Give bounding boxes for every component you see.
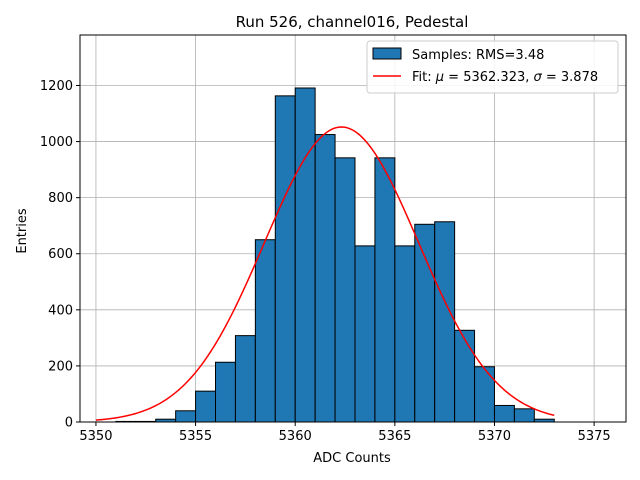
chart-title: Run 526, channel016, Pedestal: [236, 13, 469, 31]
legend-fit-sigma-symbol: σ: [534, 70, 543, 85]
histogram-bar: [195, 390, 217, 423]
histogram-bar: [294, 87, 316, 423]
x-tick-label: 5360: [279, 429, 312, 444]
histogram-bar: [493, 404, 515, 423]
plot-frame: [79, 34, 627, 423]
x-axis-label: ADC Counts: [313, 451, 391, 466]
y-tick-label: 0: [65, 416, 73, 431]
histogram-bar: [414, 223, 436, 423]
histogram-bar: [354, 245, 376, 423]
x-tick-label: 5355: [179, 429, 212, 444]
y-axis-ticks: 0 200 400 600 800 1000 1200: [40, 79, 80, 431]
histogram-bars: [115, 87, 555, 423]
x-axis-ticks: 5350 5355 5360 5365 5370 5375: [79, 422, 611, 444]
x-tick-label: 5375: [578, 429, 611, 444]
y-tick-label: 400: [48, 303, 73, 318]
y-tick-label: 600: [48, 247, 73, 262]
legend-swatch-samples: [372, 47, 402, 60]
legend-fit-mu-value: = 5362.323,: [444, 70, 533, 85]
y-axis-label: Entries: [15, 208, 30, 254]
histogram-bar: [234, 335, 256, 423]
x-tick-label: 5350: [79, 429, 112, 444]
legend: Samples: RMS=3.48 Fit: μ = 5362.323, σ =…: [366, 40, 619, 94]
legend-fit-mu-symbol: μ: [435, 70, 444, 85]
x-tick-label: 5370: [478, 429, 511, 444]
histogram-bar: [454, 329, 476, 423]
histogram-bar: [314, 134, 336, 423]
histogram-bar: [254, 239, 276, 423]
histogram-bar: [215, 361, 236, 423]
histogram-bar: [394, 245, 416, 423]
fit-curve-group: [95, 126, 555, 421]
legend-label-samples: Samples: RMS=3.48: [412, 48, 544, 63]
legend-box: [366, 40, 619, 94]
legend-fit-sigma-value: = 3.878: [542, 70, 598, 85]
y-tick-label: 1200: [40, 79, 73, 94]
histogram-bar: [374, 157, 396, 423]
histogram-bar: [175, 410, 197, 423]
legend-label-fit: Fit: μ = 5362.323, σ = 3.878: [412, 70, 598, 85]
histogram-bar: [334, 157, 356, 423]
y-tick-label: 800: [48, 191, 73, 206]
histogram-bar: [434, 221, 456, 423]
histogram-bar: [513, 408, 535, 423]
x-tick-label: 5365: [378, 429, 411, 444]
fit-curve: [95, 126, 555, 421]
y-tick-label: 1000: [40, 135, 73, 150]
histogram-bar: [474, 366, 495, 423]
histogram-bar: [274, 95, 296, 423]
legend-fit-prefix: Fit:: [412, 70, 436, 85]
y-tick-label: 200: [48, 359, 73, 374]
